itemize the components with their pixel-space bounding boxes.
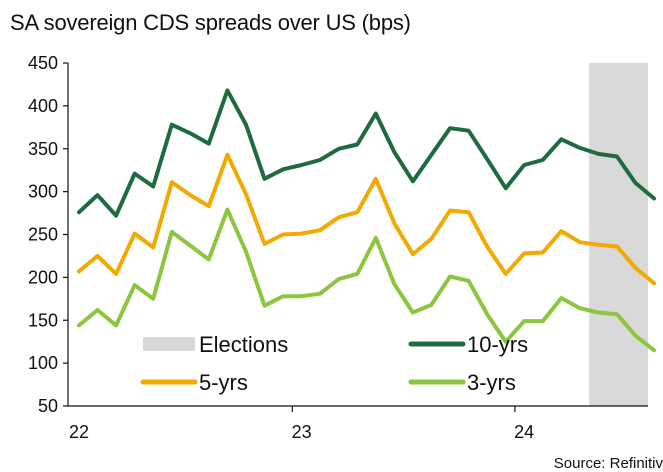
legend-label: 5-yrs xyxy=(199,370,248,395)
legend-label: Elections xyxy=(199,332,288,357)
series-line-5-yrs xyxy=(77,152,657,286)
series-line-10-yrs xyxy=(77,88,657,218)
y-tick-label: 250 xyxy=(28,225,58,245)
axis-layer: 50 100 150 200 250 300 350 400 450 22 23 24 xyxy=(28,53,648,442)
y-tick-label: 200 xyxy=(28,267,58,287)
elections-shaded-region xyxy=(589,63,648,406)
x-tick-label: 23 xyxy=(292,422,312,442)
legend: Elections 10-yrs 5-yrs 3-yrs xyxy=(140,332,528,395)
y-tick-label: 50 xyxy=(38,396,58,416)
y-tick-label: 100 xyxy=(28,353,58,373)
x-tick-label: 24 xyxy=(514,422,534,442)
legend-swatch-elections xyxy=(143,337,195,351)
y-tick-label: 450 xyxy=(28,53,58,73)
y-tick-label: 300 xyxy=(28,182,58,202)
y-tick-label: 150 xyxy=(28,310,58,330)
legend-label: 10-yrs xyxy=(467,332,528,357)
chart-title: SA sovereign CDS spreads over US (bps) xyxy=(10,10,411,35)
series-line-3-yrs xyxy=(77,207,657,353)
shaded-region-layer xyxy=(589,63,648,406)
y-tick-label: 350 xyxy=(28,139,58,159)
x-tick-label: 22 xyxy=(69,422,89,442)
series-layer xyxy=(77,88,657,353)
legend-label: 3-yrs xyxy=(467,370,516,395)
source-note: Source: Refinitiv xyxy=(553,455,663,472)
y-tick-label: 400 xyxy=(28,96,58,116)
